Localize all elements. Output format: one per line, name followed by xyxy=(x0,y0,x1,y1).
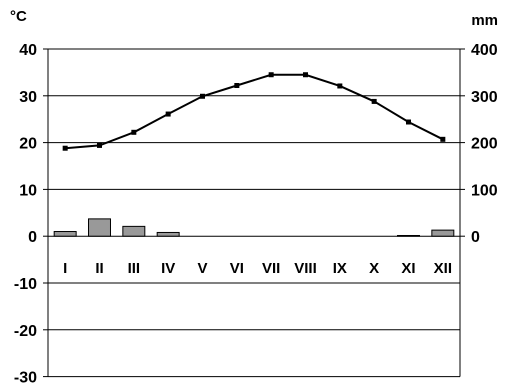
precipitation-bar xyxy=(156,231,180,237)
month-label: XI xyxy=(401,260,415,277)
month-label: III xyxy=(128,260,141,277)
month-label: X xyxy=(369,260,379,277)
right-axis-tick-label: 300 xyxy=(471,89,498,106)
left-axis-tick-label: -10 xyxy=(14,276,37,293)
left-axis-tick-label: 10 xyxy=(19,182,37,199)
temperature-point xyxy=(165,111,171,117)
precipitation-bar xyxy=(88,218,111,237)
month-label: IX xyxy=(333,260,347,277)
month-label: IV xyxy=(161,260,175,277)
left-axis-tick-label: 40 xyxy=(19,42,37,59)
left-axis-tick-label: 0 xyxy=(28,229,37,246)
precipitation-bar xyxy=(431,229,455,237)
month-label: XII xyxy=(434,260,452,277)
left-axis-unit-label: °C xyxy=(10,8,27,25)
right-axis-tick-label: 100 xyxy=(471,182,498,199)
temperature-point xyxy=(97,142,102,148)
temperature-point xyxy=(337,83,343,89)
precipitation-bar xyxy=(122,225,146,237)
temperature-point xyxy=(131,129,137,135)
precipitation-bar xyxy=(53,231,77,237)
temperature-point xyxy=(234,83,240,89)
temperature-point xyxy=(303,72,308,78)
temperature-line xyxy=(65,73,444,150)
right-axis-tick-label: 200 xyxy=(471,136,498,153)
month-label: VIII xyxy=(294,260,317,277)
temperature-point xyxy=(268,72,274,78)
right-axis-tick-label: 0 xyxy=(471,229,480,246)
temperature-point xyxy=(440,136,446,142)
precipitation-bar xyxy=(397,234,420,237)
month-label: II xyxy=(95,260,103,277)
month-label: VI xyxy=(230,260,244,277)
temperature-point xyxy=(200,93,205,99)
left-axis-tick-label: 30 xyxy=(19,89,37,106)
temperature-point xyxy=(371,98,377,104)
temperature-point xyxy=(406,119,411,125)
left-axis-tick-label: 20 xyxy=(19,136,37,153)
month-label: V xyxy=(197,260,207,277)
month-label: VII xyxy=(262,260,280,277)
left-axis-tick-label: -30 xyxy=(14,370,37,387)
temperature-point xyxy=(62,145,68,151)
right-axis-tick-label: 400 xyxy=(471,42,498,59)
left-axis-tick-label: -20 xyxy=(14,323,37,340)
right-axis-unit-label: mm xyxy=(471,12,498,29)
month-label: I xyxy=(63,260,67,277)
